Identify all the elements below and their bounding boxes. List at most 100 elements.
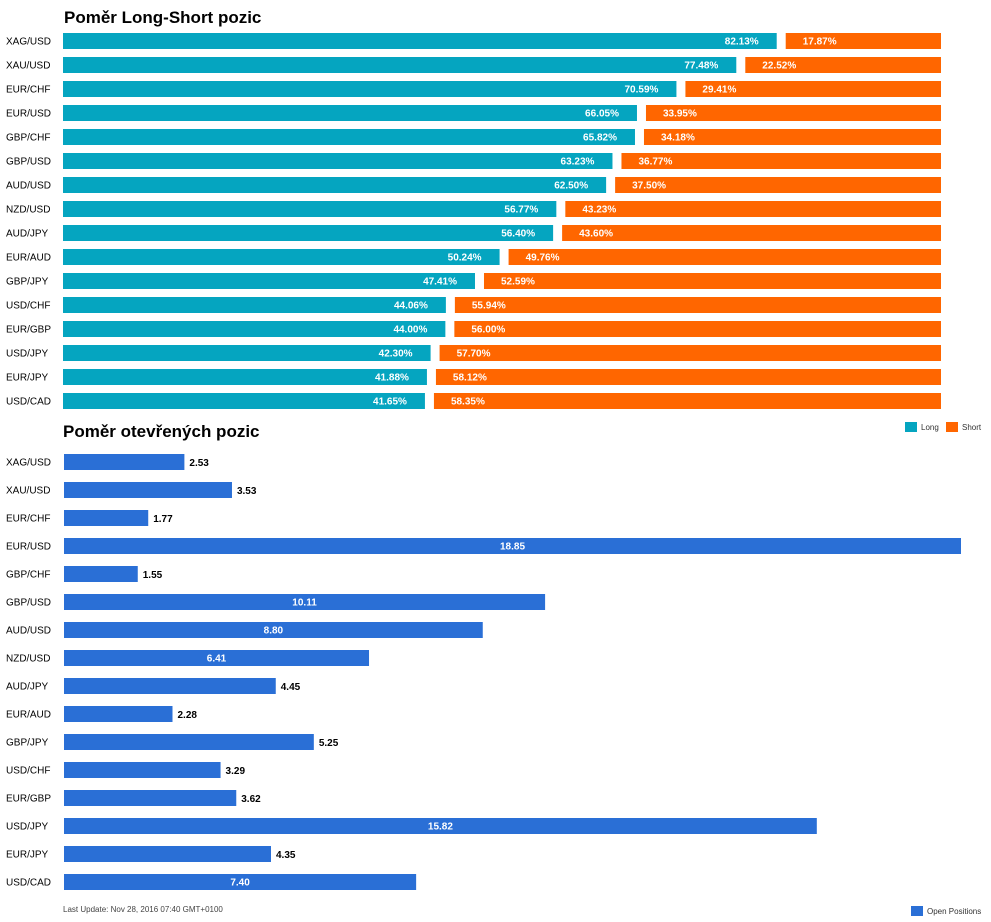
ls-category-label: NZD/USD [6,205,50,216]
open-positions-chart: XAG/USD 2.53 XAU/USD 3.53 EUR/CHF 1.77 EUR/USD… [6,454,961,890]
long-value-label: 70.59% [625,85,659,96]
long-bar [63,57,737,73]
short-bar [439,345,941,361]
open-positions-bar [64,790,237,806]
long-short-legend: Long Short [905,422,982,432]
short-value-label: 55.94% [472,301,506,312]
long-value-label: 50.24% [448,253,482,264]
short-value-label: 17.87% [803,37,837,48]
long-bar [63,105,637,121]
short-bar [685,81,941,97]
op-category-label: NZD/USD [6,654,50,665]
short-bar [565,201,941,217]
short-bar [745,57,941,73]
op-category-label: EUR/AUD [6,710,51,721]
open-positions-bar [64,734,314,750]
short-value-label: 43.23% [582,205,616,216]
open-positions-value-label: 4.45 [281,682,301,693]
long-bar [63,393,425,409]
op-category-label: USD/CHF [6,766,50,777]
ls-category-label: GBP/USD [6,157,51,168]
short-value-label: 29.41% [702,85,736,96]
ls-category-label: XAG/USD [6,37,51,48]
op-category-label: EUR/JPY [6,850,49,861]
open-positions-value-label: 1.77 [153,514,173,525]
long-bar [63,153,613,169]
short-bar [643,129,941,145]
ls-category-label: EUR/USD [6,109,51,120]
open-positions-value-label: 6.41 [207,654,227,665]
open-positions-bar [64,482,232,498]
short-value-label: 36.77% [638,157,672,168]
open-positions-bar [64,818,817,834]
open-positions-title: Poměr otevřených pozic [63,422,260,441]
long-value-label: 44.00% [393,325,427,336]
open-positions-bar [64,762,221,778]
open-positions-bar [64,538,961,554]
open-positions-value-label: 1.55 [143,570,163,581]
open-positions-value-label: 18.85 [500,542,525,553]
short-value-label: 37.50% [632,181,666,192]
ls-category-label: XAU/USD [6,61,50,72]
legend-short-label: Short [962,423,982,432]
short-value-label: 58.12% [453,373,487,384]
open-positions-value-label: 2.53 [189,458,209,469]
long-bar [63,129,635,145]
open-positions-bar [64,706,173,722]
open-positions-value-label: 15.82 [428,822,453,833]
long-value-label: 42.30% [379,349,413,360]
op-category-label: XAU/USD [6,486,50,497]
long-value-label: 82.13% [725,37,759,48]
ls-category-label: GBP/CHF [6,133,50,144]
short-bar [483,273,941,289]
open-positions-value-label: 3.62 [241,794,261,805]
op-category-label: USD/JPY [6,822,49,833]
long-bar [63,33,777,49]
long-bar [63,297,446,313]
short-bar [621,153,941,169]
open-positions-bar [64,678,276,694]
long-value-label: 65.82% [583,133,617,144]
long-bar [63,273,475,289]
op-category-label: USD/CAD [6,878,51,889]
op-category-label: EUR/GBP [6,794,51,805]
open-positions-value-label: 5.25 [319,738,339,749]
short-value-label: 49.76% [526,253,560,264]
short-value-label: 43.60% [579,229,613,240]
long-short-chart: XAG/USD 82.13% 17.87% XAU/USD 77.48% 22.52% EU… [6,33,941,409]
long-bar [63,369,427,385]
short-bar [508,249,941,265]
long-short-title: Poměr Long-Short pozic [64,8,261,27]
long-value-label: 41.88% [375,373,409,384]
open-positions-bar [64,510,149,526]
short-bar [615,177,941,193]
long-value-label: 66.05% [585,109,619,120]
op-category-label: AUD/JPY [6,682,49,693]
ls-category-label: AUD/JPY [6,229,49,240]
open-positions-bar [64,594,546,610]
short-value-label: 34.18% [661,133,695,144]
ls-category-label: EUR/AUD [6,253,51,264]
short-bar [454,321,941,337]
open-positions-bar [64,846,271,862]
open-positions-value-label: 4.35 [276,850,296,861]
open-positions-bar [64,874,417,890]
open-positions-value-label: 7.40 [230,878,250,889]
ls-category-label: AUD/USD [6,181,51,192]
open-positions-value-label: 2.28 [177,710,197,721]
short-value-label: 22.52% [762,61,796,72]
long-value-label: 56.77% [504,205,538,216]
open-positions-value-label: 3.53 [237,486,257,497]
op-category-label: GBP/CHF [6,570,50,581]
long-value-label: 56.40% [501,229,535,240]
legend-open-label: Open Positions [927,907,981,916]
short-bar [645,105,941,121]
legend-open-swatch [911,906,923,916]
long-bar [63,249,500,265]
short-value-label: 58.35% [451,397,485,408]
ls-category-label: USD/CHF [6,301,50,312]
open-positions-value-label: 8.80 [264,626,284,637]
open-positions-legend: Open Positions [911,906,981,916]
ls-category-label: EUR/GBP [6,325,51,336]
open-positions-bar [64,650,370,666]
